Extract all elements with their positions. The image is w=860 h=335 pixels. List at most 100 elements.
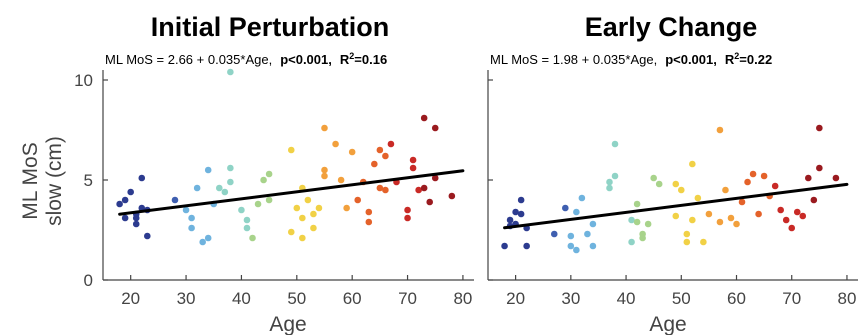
panel-1-data-point [315, 204, 323, 212]
panel-2-data-point [628, 238, 635, 246]
panel-2-data-point [810, 196, 818, 204]
panel-2-data-point [589, 242, 597, 250]
panel-1-x-tick-label: 60 [343, 289, 362, 308]
panel-1-data-point [409, 156, 417, 164]
panel-1-data-point [310, 210, 317, 218]
panel-1-data-point [171, 196, 179, 204]
panel-1-x-ticks: 20 30 40 50 60 70 80 [121, 275, 472, 308]
panel-2-data-point [578, 194, 586, 202]
panel-2-data-point [782, 216, 790, 224]
panel-1-x-tick-label: 50 [287, 289, 306, 308]
panel-2-data-point [550, 230, 558, 238]
panel-1-data-point [243, 216, 251, 224]
panel-1-data-point [387, 140, 395, 148]
panel-1-data-point [143, 232, 151, 240]
panel-1-data-point [293, 204, 301, 212]
panel-2-data-point [749, 170, 757, 178]
panel-1-fit [118, 169, 465, 216]
panel-2-data-point [644, 220, 652, 228]
panel-2-data-point [733, 220, 740, 228]
panel-2-data-point [738, 198, 746, 206]
panel-1-data-point [299, 234, 306, 242]
panel-early-change: Early Change ML MoS = 1.98 + 0.035*Age, p… [487, 12, 858, 335]
panel-2-data-point [672, 180, 680, 188]
panel-1-x-label: Age [269, 313, 306, 335]
panel-1-data-point [431, 124, 439, 132]
panel-2-data-point [705, 210, 713, 218]
panel-2-data-point [799, 212, 807, 220]
panel-2-fit [503, 182, 849, 230]
panel-2-data-point [816, 164, 823, 172]
panel-1-fit-line [118, 169, 465, 216]
panel-1-r2-sup: 2 [349, 51, 354, 61]
panel-1-data-point [415, 186, 422, 194]
panel-1-data-point [382, 152, 389, 160]
panel-2-x-label: Age [649, 313, 686, 335]
panel-1-p-value: p<0.001, [280, 52, 332, 67]
panel-2-data-point [722, 186, 729, 194]
panel-2-data-point [523, 242, 530, 250]
panel-2-data-point [694, 194, 702, 202]
panel-1-data-point [354, 196, 362, 204]
panel-2-data-point [677, 186, 685, 194]
panel-initial-perturbation: Initial Perturbation ML MoS = 2.66 + 0.0… [19, 12, 474, 335]
panel-2-data-point [506, 216, 514, 224]
panel-2-data-point [760, 172, 768, 180]
panel-1-data-point [188, 224, 195, 232]
panel-2-data-point [567, 232, 575, 240]
panel-1-data-point [121, 196, 129, 204]
panel-2-data-point [793, 208, 801, 216]
panel-2-r2-value: =0.22 [739, 52, 772, 67]
panel-2-x-ticks: 20 30 40 50 60 70 80 [488, 79, 856, 308]
panel-1-data-point [376, 184, 384, 192]
panel-2-data-point [727, 214, 735, 222]
panel-2-data-point [639, 234, 646, 242]
panel-1-data-point [287, 228, 295, 236]
panel-1-data-point [254, 200, 262, 208]
panel-2-data-point [689, 216, 696, 224]
panel-1-x-tick-label: 70 [398, 289, 417, 308]
panel-1-r2-prefix: R [340, 52, 350, 67]
panel-2-data-point [771, 182, 779, 190]
panel-1-y-ticks: 0 5 10 [74, 71, 108, 290]
panel-1-data-point [227, 178, 234, 186]
panel-2-data-point [517, 196, 525, 204]
panel-2-data-point [517, 210, 525, 218]
panel-1-data-point [348, 148, 356, 156]
panel-1-y-tick-label: 0 [84, 271, 93, 290]
panel-1-data-point [409, 164, 417, 172]
panel-2-data-point [573, 208, 580, 216]
panel-2-p-value: p<0.001, [665, 52, 717, 67]
panel-2-data-point [804, 174, 812, 182]
panel-1-data-point [321, 124, 328, 132]
panel-1-data-point [310, 224, 317, 232]
panel-1-data-point [243, 224, 251, 232]
panel-1-y-label-line2: slow (cm) [43, 136, 66, 226]
panel-1-title: Initial Perturbation [151, 12, 390, 42]
panel-2-data-point [716, 218, 724, 226]
panel-2-data-point [633, 200, 641, 208]
panel-2-data-point [606, 178, 613, 186]
panel-1-data-point [221, 188, 229, 196]
panel-1-data-point [420, 184, 428, 192]
panel-2-data-point [611, 172, 619, 180]
panel-2-equation: ML MoS = 1.98 + 0.035*Age, p<0.001, R2=0.2… [490, 51, 772, 67]
panel-2-r2-prefix: R [725, 52, 735, 67]
panel-1-data-point [287, 146, 295, 154]
panel-2-data-point [633, 218, 641, 226]
panel-2-x-tick-label: 20 [506, 289, 525, 308]
panel-1-points [116, 68, 456, 246]
panel-1-x-tick-label: 20 [121, 289, 140, 308]
panel-1-data-point [227, 68, 234, 76]
panel-1-data-point [420, 114, 428, 122]
panel-2-data-point [573, 246, 580, 254]
panel-1-y-tick-label: 5 [84, 171, 93, 190]
panel-2-x-tick-label: 70 [782, 289, 801, 308]
panel-1-data-point [193, 184, 201, 192]
panel-1-data-point [404, 214, 411, 222]
panel-1-x-tick-label: 80 [453, 289, 472, 308]
panel-1-data-point [404, 206, 411, 214]
panel-1-y-label-line1: ML MoS [19, 142, 42, 219]
panel-1-data-point [382, 186, 389, 194]
panel-1-r2-value: =0.16 [354, 52, 387, 67]
